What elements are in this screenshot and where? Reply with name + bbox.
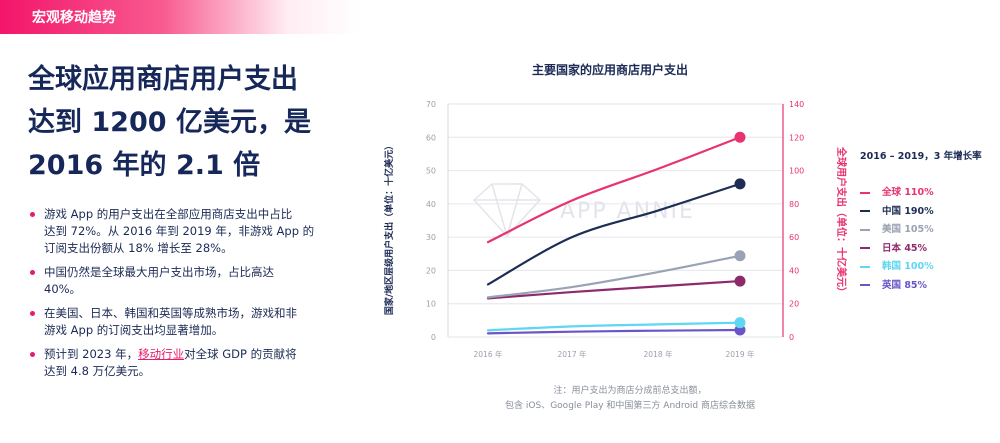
series-line-中国	[486, 182, 742, 286]
right-tick-label: 140	[789, 100, 804, 109]
footnote-line: 包含 iOS、Google Play 和中国第三方 Android 商店综合数据	[505, 401, 755, 411]
series-end-point-日本	[734, 275, 746, 287]
legend-series-name: 中国	[882, 205, 902, 217]
chart-series	[486, 131, 746, 336]
legend-series-name: 日本	[882, 242, 902, 254]
key-point-line: 游戏 App 的用户支出在全部应用商店支出中占比	[44, 207, 293, 221]
key-point-text: 预计到 2023 年，	[44, 347, 139, 361]
legend-series-name: 英国	[882, 279, 902, 291]
section-banner-label: 宏观移动趋势	[32, 10, 116, 26]
legend-growth-value: 190%	[901, 205, 934, 217]
right-tick-label: 20	[789, 300, 799, 309]
series-end-point-中国	[734, 178, 746, 190]
key-point-line: 预计到 2023 年，移动行业对全球 GDP 的贡献将	[44, 346, 355, 363]
right-tick-label: 120	[789, 133, 804, 142]
legend-item: 韩国 100%	[860, 258, 995, 277]
left-tick-label: 0	[431, 333, 436, 342]
bullet-dot	[30, 270, 35, 275]
legend-swatch	[860, 265, 870, 268]
key-point-line: 在美国、日本、韩国和英国等成熟市场，游戏和非	[44, 306, 297, 320]
legend-item: 中国 190%	[860, 203, 995, 222]
legend-swatch	[860, 210, 870, 212]
legend-series-name: 全球	[882, 187, 902, 198]
right-axis-label: 全球用户支出（单位：十亿美元）	[835, 146, 848, 297]
legend-growth-value: 100%	[901, 261, 934, 272]
legend-swatch	[860, 228, 870, 231]
chart-axes: 0 10 20 30 40 50 60 70 0 20 40 60 80 100 120 140 2016 年 2…	[426, 100, 804, 359]
series-line-美国	[486, 254, 742, 299]
series-end-point-韩国	[734, 317, 746, 329]
key-point-line: 订阅支出份额从 18% 增长至 28%。	[44, 241, 233, 255]
right-tick-label: 0	[789, 333, 794, 342]
left-tick-label: 70	[426, 100, 436, 109]
series-end-point-全球	[734, 131, 746, 143]
key-point: 预计到 2023 年，移动行业对全球 GDP 的贡献将 达到 4.8 万亿美元。	[30, 346, 355, 380]
headline-line: 全球应用商店用户支出	[28, 64, 298, 95]
right-tick-label: 80	[789, 200, 799, 209]
series-line-全球	[486, 136, 742, 244]
right-tick-label: 60	[789, 233, 799, 242]
legend-swatch	[860, 191, 870, 194]
headline-line: 2016 年的 2.1 倍	[28, 150, 261, 181]
key-point-line: 达到 4.8 万亿美元。	[44, 364, 151, 378]
legend-series-name: 韩国	[882, 261, 902, 272]
page-headline: 全球应用商店用户支出 达到 1200 亿美元，是 2016 年的 2.1 倍	[28, 58, 358, 187]
legend-item: 日本 45%	[860, 240, 995, 259]
left-tick-label: 20	[426, 266, 436, 275]
legend-growth-value: 85%	[901, 279, 928, 291]
right-tick-label: 100	[789, 167, 804, 176]
key-point-line: 达到 72%。从 2016 年到 2019 年，非游戏 App 的	[44, 224, 315, 238]
x-tick-label: 2018 年	[644, 349, 673, 359]
key-point: 中国仍然是全球最大用户支出市场，占比高达 40%。	[30, 264, 355, 298]
legend-item: 全球 110%	[860, 184, 995, 203]
key-points-list: 游戏 App 的用户支出在全部应用商店支出中占比 达到 72%。从 2016 年…	[30, 206, 355, 387]
chart-footnote: 注：用户支出为商店分成前总支出额， 包含 iOS、Google Play 和中国…	[430, 384, 830, 414]
section-banner: 宏观移动趋势	[0, 0, 360, 34]
legend-title: 2016 – 2019，3 年增长率	[860, 151, 982, 162]
series-line-日本	[486, 279, 742, 300]
legend-series-name: 美国	[882, 224, 902, 235]
series-line-英国	[486, 328, 742, 335]
key-point: 在美国、日本、韩国和英国等成熟市场，游戏和非 游戏 App 的订阅支出均显著增加…	[30, 305, 355, 339]
key-point-line: 40%。	[44, 282, 82, 296]
bullet-dot	[30, 212, 35, 217]
x-tick-label: 2016 年	[474, 349, 503, 359]
legend-swatch	[860, 284, 870, 286]
left-tick-label: 60	[426, 133, 436, 142]
chart-grid	[447, 103, 784, 338]
chart-legend: 2016 – 2019，3 年增长率 全球 110% 中国 190% 美国 105%…	[860, 148, 995, 295]
right-tick-label: 40	[789, 266, 799, 275]
x-tick-label: 2017 年	[558, 349, 587, 359]
legend-item: 美国 105%	[860, 221, 995, 240]
left-tick-label: 40	[426, 200, 436, 209]
bullet-dot	[30, 352, 35, 357]
chart-title: 主要国家的应用商店用户支出	[532, 62, 688, 77]
legend-swatch	[860, 247, 870, 249]
left-tick-label: 50	[426, 167, 436, 176]
left-tick-label: 30	[426, 233, 436, 242]
headline-line: 达到 1200 亿美元，是	[28, 107, 311, 138]
footnote-line: 注：用户支出为商店分成前总支出额，	[553, 386, 707, 396]
bullet-dot	[30, 311, 35, 316]
x-tick-label: 2019 年	[726, 349, 755, 359]
series-end-point-美国	[734, 250, 746, 262]
key-point-line: 中国仍然是全球最大用户支出市场，占比高达	[44, 265, 274, 279]
legend-growth-value: 110%	[901, 187, 934, 198]
mobile-industry-link[interactable]: 移动行业	[138, 347, 185, 361]
key-point-text: 对全球 GDP 的贡献将	[184, 347, 297, 361]
legend-growth-value: 105%	[901, 224, 934, 235]
series-line-韩国	[486, 321, 742, 332]
watermark-diamond-icon	[472, 183, 542, 238]
left-axis-label: 国家/地区层级用户支出（单位：十亿美元）	[383, 141, 395, 315]
key-point: 游戏 App 的用户支出在全部应用商店支出中占比 达到 72%。从 2016 年…	[30, 206, 355, 257]
left-tick-label: 10	[426, 300, 436, 309]
key-point-line: 游戏 App 的订阅支出均显著增加。	[44, 323, 224, 337]
legend-item: 英国 85%	[860, 277, 995, 296]
legend-growth-value: 45%	[901, 242, 928, 254]
